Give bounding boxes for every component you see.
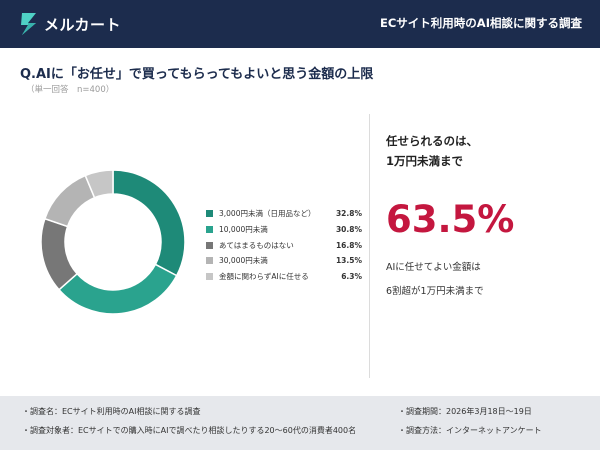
legend-swatch bbox=[206, 226, 213, 234]
legend-value: 16.8% bbox=[335, 240, 362, 250]
donut-slice bbox=[58, 263, 178, 315]
callout-heading-line2: 1万円未満まで bbox=[386, 154, 464, 168]
highlight-percent: 63.5% bbox=[386, 198, 515, 241]
legend-value: 30.8% bbox=[335, 225, 362, 235]
question-note: （単一回答 n=400） bbox=[26, 85, 115, 95]
callout-body-line1: AIに任せてよい金額は bbox=[386, 262, 481, 273]
legend-label: 3,000円未満（日用品など） bbox=[219, 209, 316, 219]
legend-swatch bbox=[206, 257, 213, 265]
header-bar: メルカート ECサイト利用時のAI相談に関する調査 bbox=[0, 0, 600, 48]
callout-body: AIに任せてよい金額は 6割超が1万円未満まで bbox=[386, 256, 484, 304]
survey-method: ・調査方法：インターネットアンケート bbox=[398, 426, 542, 435]
legend-item: 30,000円未満 13.5% bbox=[206, 253, 362, 269]
donut-slice bbox=[112, 169, 186, 277]
survey-name: ・調査名：ECサイト利用時のAI相談に関する調査 bbox=[22, 407, 201, 416]
callout-heading-line1: 任せられるのは、 bbox=[386, 134, 478, 148]
donut-chart bbox=[40, 169, 186, 315]
brand-name: メルカート bbox=[44, 15, 122, 34]
legend-item: 3,000円未満（日用品など） 32.8% bbox=[206, 206, 362, 222]
legend-value: 6.3% bbox=[341, 272, 362, 282]
vertical-divider bbox=[369, 114, 370, 378]
legend-item: 10,000円未満 30.8% bbox=[206, 222, 362, 238]
legend-item: 金額に関わらずAIに任せる 6.3% bbox=[206, 269, 362, 285]
question-title: Q.AIに「お任せ」で買ってもらってもよいと思う金額の上限 bbox=[20, 67, 374, 82]
legend-label: 30,000円未満 bbox=[219, 256, 268, 266]
legend-label: 10,000円未満 bbox=[219, 225, 268, 235]
legend-value: 13.5% bbox=[335, 256, 362, 266]
legend-swatch bbox=[206, 273, 213, 281]
donut-slice bbox=[84, 169, 114, 199]
legend-label: あてはまるものはない bbox=[219, 240, 294, 250]
legend-value: 32.8% bbox=[335, 209, 362, 219]
survey-period: ・調査期間：2026年3月18日～19日 bbox=[398, 407, 532, 416]
survey-footer: ・調査名：ECサイト利用時のAI相談に関する調査 ・調査期間：2026年3月18… bbox=[0, 396, 600, 450]
legend-swatch bbox=[206, 241, 213, 249]
callout-heading: 任せられるのは、 1万円未満まで bbox=[386, 131, 478, 171]
legend-swatch bbox=[206, 210, 213, 218]
legend-label: 金額に関わらずAIに任せる bbox=[219, 272, 309, 282]
survey-title: ECサイト利用時のAI相談に関する調査 bbox=[380, 16, 582, 30]
legend-item: あてはまるものはない 16.8% bbox=[206, 237, 362, 253]
brand-logo: メルカート bbox=[18, 10, 121, 38]
chart-legend: 3,000円未満（日用品など） 32.8% 10,000円未満 30.8% あてはまるも… bbox=[206, 206, 362, 284]
donut-slice bbox=[40, 217, 79, 291]
survey-target: ・調査対象者：ECサイトでの購入時にAIで調べたり相談したりする20～60代の消… bbox=[22, 426, 357, 435]
mercart-logo-icon bbox=[21, 13, 36, 35]
callout-body-line2: 6割超が1万円未満まで bbox=[386, 286, 484, 297]
donut-slice bbox=[43, 174, 96, 228]
